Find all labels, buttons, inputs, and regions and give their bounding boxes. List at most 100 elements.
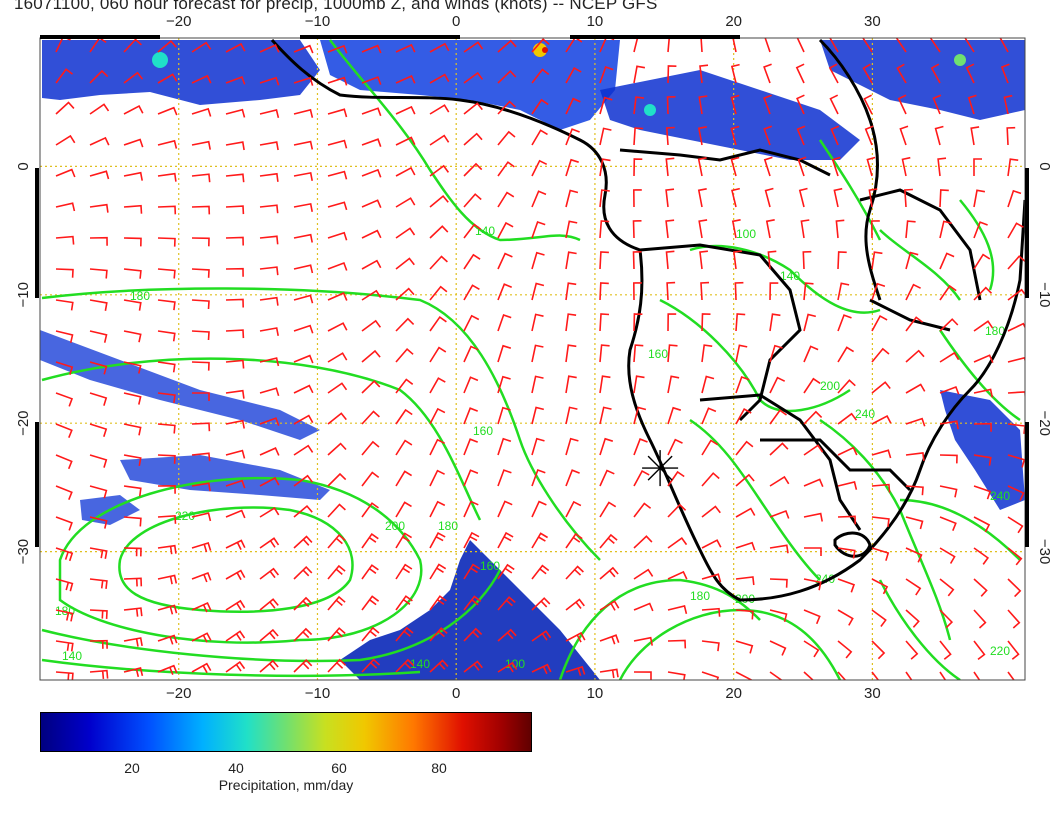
wind-barb [463, 500, 479, 518]
wind-barb [599, 375, 611, 394]
wind-barb [599, 566, 619, 580]
wind-barb [157, 139, 178, 149]
wind-barb [361, 626, 380, 642]
wind-barb [259, 628, 279, 642]
wind-barb [123, 171, 143, 181]
wind-barb [293, 202, 313, 212]
wind-barb [769, 544, 789, 554]
wind-barb [796, 38, 805, 53]
wind-barb [1007, 255, 1025, 270]
wind-barb [871, 315, 888, 332]
wind-barb [497, 283, 513, 301]
wind-barb [293, 384, 314, 394]
plot-area: 140 180 160 220 200 180 160 180 140 140 … [40, 38, 1025, 680]
wind-barb [830, 125, 840, 146]
wind-barb [497, 469, 512, 487]
wind-barb [259, 141, 279, 151]
wind-barb [667, 313, 677, 332]
wind-barb [259, 357, 280, 367]
wind-barb [293, 474, 314, 487]
wind-barb [191, 107, 212, 117]
wind-barb [327, 292, 348, 301]
wind-barb [829, 38, 839, 53]
wind-barb [395, 166, 416, 177]
wind-barb [463, 407, 478, 425]
wind-barb [327, 564, 346, 580]
wind-barb [55, 547, 74, 562]
wind-barb [701, 407, 717, 425]
wind-barb [732, 38, 737, 53]
wind-barb [735, 640, 754, 654]
wind-barb [55, 578, 74, 592]
wind-barb [633, 568, 654, 580]
wind-barb [361, 564, 379, 580]
wind-barb [633, 602, 654, 612]
wind-barb [531, 344, 544, 363]
wind-barb [871, 483, 891, 493]
coastline [270, 38, 1025, 602]
wind-barb [89, 69, 109, 84]
wind-barb [463, 253, 481, 270]
wind-barb [395, 532, 413, 549]
wind-barb [937, 157, 947, 177]
wind-barb [191, 512, 212, 522]
wind-barb [769, 578, 788, 588]
lat-tick-label-right: −30 [1036, 539, 1053, 564]
wind-barb [327, 627, 346, 642]
lon-tick-label-top: −20 [166, 13, 191, 30]
wind-barb [361, 107, 382, 117]
wind-barb [769, 442, 789, 456]
wind-barb [904, 188, 913, 208]
lon-tick-label-top: 30 [864, 13, 881, 30]
wind-barb [463, 314, 480, 332]
wind-barb [871, 347, 890, 363]
wind-barb [429, 104, 450, 115]
wind-barb [905, 349, 925, 363]
wind-barb [939, 284, 957, 301]
wind-barb [157, 454, 176, 464]
wind-barb [89, 361, 108, 375]
wind-barb [769, 344, 783, 363]
wind-barb [565, 631, 586, 643]
wind-barb [599, 501, 617, 518]
wind-barb [191, 330, 210, 341]
wind-barb [700, 38, 703, 53]
wind-barb [293, 171, 313, 181]
wind-barb [599, 127, 612, 146]
wind-barb [429, 659, 449, 673]
wind-barb [599, 96, 613, 115]
wind-barb [157, 106, 178, 116]
wind-barb [259, 204, 279, 214]
wind-barb [395, 74, 416, 84]
wind-barb [565, 251, 577, 270]
wind-barb [905, 578, 922, 596]
wind-barb [89, 392, 108, 406]
wind-barb [667, 65, 677, 84]
wind-barb [361, 502, 379, 518]
wind-barb [1000, 63, 1010, 84]
wind-barb [905, 609, 920, 628]
lon-tick-label-top: 10 [587, 13, 604, 30]
wind-barb [531, 98, 549, 115]
wind-barb [862, 38, 873, 53]
wind-barb [89, 547, 108, 559]
wind-barb [293, 76, 314, 86]
wind-barb [565, 313, 577, 332]
wind-barb [259, 507, 280, 518]
wind-barb [89, 38, 107, 53]
wind-barb [697, 188, 707, 208]
wind-barb [157, 268, 176, 279]
lon-tick-label-top: −10 [305, 13, 330, 30]
wind-barb [55, 235, 75, 245]
wind-barb [763, 156, 773, 177]
wind-barb [973, 485, 992, 500]
contour-label: 160 [473, 424, 493, 438]
wind-barb [463, 531, 480, 549]
wind-barb [89, 423, 108, 437]
wind-barb [395, 501, 412, 518]
wind-barb [837, 346, 855, 363]
wind-barb [55, 330, 74, 343]
wind-barb [259, 172, 279, 182]
wind-barb [157, 205, 177, 215]
geopotential-contours [41, 39, 1021, 680]
